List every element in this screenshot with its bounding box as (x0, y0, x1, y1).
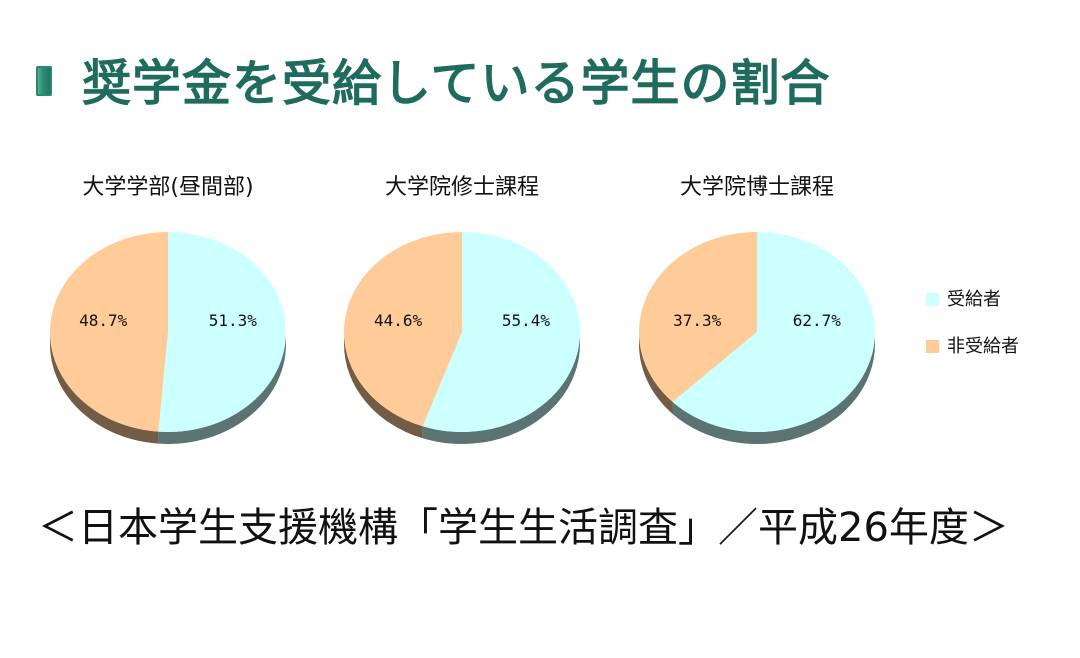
pie-slice (50, 232, 168, 432)
source-note: ＜日本学生支援機構「学生生活調査」／平成26年度＞ (38, 505, 1009, 551)
pie-side-wall (344, 332, 423, 439)
chart-title: 大学院修士課程 (385, 175, 539, 200)
pie-side-wall (158, 332, 286, 444)
title-bullet-icon (36, 66, 52, 96)
legend-swatch (926, 340, 939, 353)
legend-label: 受給者 (947, 289, 1001, 310)
page-title: 奨学金を受給している学生の割合 (82, 54, 831, 112)
legend-swatch (926, 293, 939, 306)
slice-data-label: 51.3% (209, 311, 258, 330)
slice-data-label: 48.7% (79, 311, 128, 330)
pie-slice (672, 232, 875, 433)
pie-charts: 大学学部(昼間部) 51.3% 48.7% 大学院修士課程 55.4% 44.6% 大学院博… (50, 175, 1019, 445)
slice-data-label: 44.6% (374, 311, 423, 330)
chart-title: 大学学部(昼間部) (82, 175, 253, 200)
pie-slice (638, 232, 757, 402)
slice-data-label: 55.4% (502, 311, 551, 330)
slice-data-label: 37.3% (673, 311, 722, 330)
pie-slice (422, 232, 580, 432)
chart-title: 大学院博士課程 (680, 175, 834, 200)
pie-slice (344, 232, 462, 427)
header: 奨学金を受給している学生の割合 (36, 44, 831, 114)
legend-label: 非受給者 (947, 336, 1019, 357)
pie-side-wall (422, 332, 580, 444)
pie-side-wall (50, 332, 159, 444)
pie-side-wall (639, 332, 673, 414)
pie-side-wall (672, 332, 875, 445)
slice-data-label: 62.7% (793, 311, 842, 330)
pie-slice (158, 232, 287, 433)
